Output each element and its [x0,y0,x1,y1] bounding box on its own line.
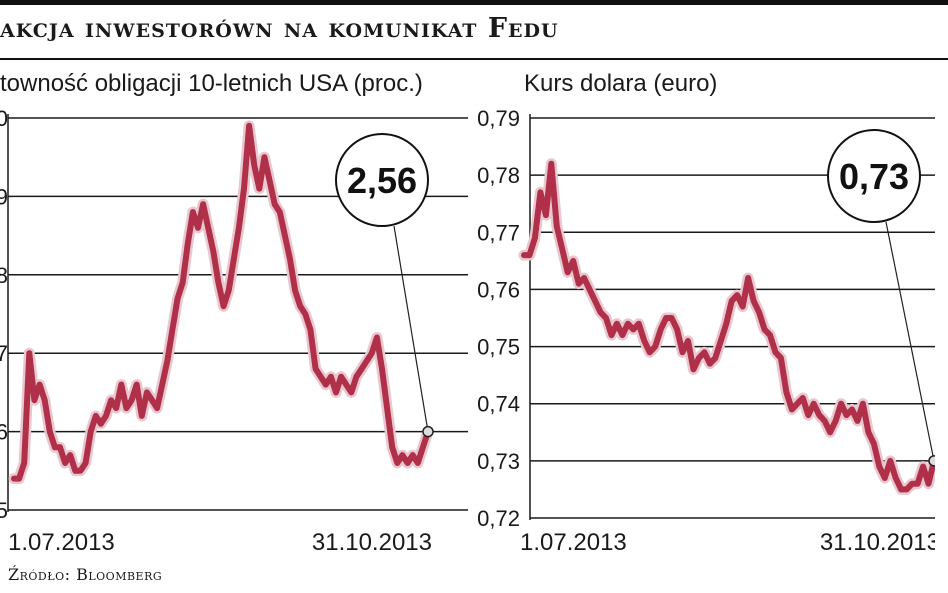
y-tick-label: 9 [0,184,8,209]
yield-chart: 0 9 8 7 6 5 2,56 1.07.2013 31.10.2013 [0,100,470,560]
y-tick-label: 0,76 [477,277,520,302]
last-value-marker [423,427,433,437]
callout-connector [886,222,934,461]
chart-title-dollar: Kurs dolara (euro) [524,70,717,98]
y-tick-label: 6 [0,420,8,445]
dollar-chart: 0,79 0,78 0,77 0,76 0,75 0,74 0,73 0,72 0,73 1.07… [470,100,935,560]
page-title: akcja inwestorówn na komunikat Fedu [0,13,559,44]
y-tick-label: 7 [0,341,8,366]
x-tick-label-end: 31.10.2013 [820,529,935,556]
y-tick-label: 0,73 [477,449,520,474]
y-tick-label: 0,74 [477,392,520,417]
x-tick-label-start: 1.07.2013 [520,529,627,556]
callout-connector [394,226,428,432]
x-tick-label-end: 31.10.2013 [312,529,432,556]
source-note: Źródło: Bloomberg [8,565,162,584]
last-value-marker [929,456,935,466]
y-tick-label: 0,77 [477,220,520,245]
callout-value: 2,56 [347,160,417,201]
chart-title-yield: towność obligacji 10-letnich USA (proc.) [0,70,423,98]
y-tick-label: 0,79 [477,106,520,131]
title-rule [0,58,948,60]
top-border [0,0,948,5]
y-tick-label: 0,72 [477,506,520,531]
y-tick-label: 0,78 [477,163,520,188]
y-tick-label: 0 [0,106,8,131]
y-tick-label: 8 [0,263,8,288]
y-tick-label: 0,75 [477,335,520,360]
x-tick-label-start: 1.07.2013 [8,529,115,556]
y-tick-label: 5 [0,498,8,523]
callout-value: 0,73 [839,156,909,197]
